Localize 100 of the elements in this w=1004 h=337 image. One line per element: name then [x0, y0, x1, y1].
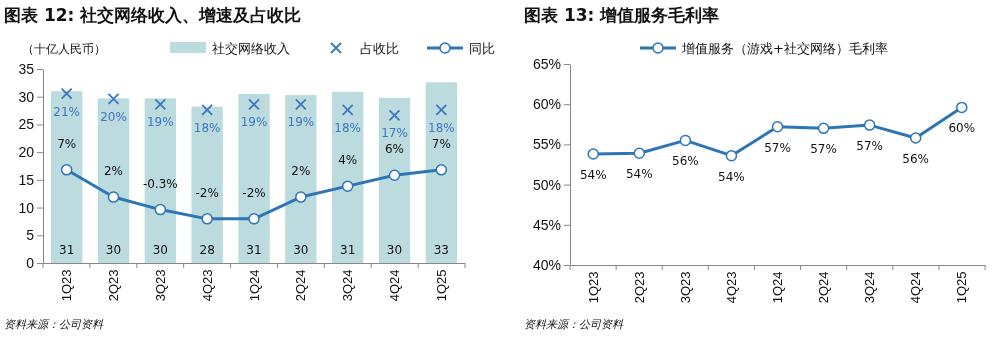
data-label: -0.3% [142, 176, 178, 191]
text: 资料来源：公司资料 [524, 318, 624, 331]
data-label: 33 [433, 243, 449, 257]
data-label: 31 [59, 243, 75, 257]
data-label: 57% [856, 139, 883, 154]
y-tick-label: 20 [18, 144, 35, 161]
data-label: 17% [381, 126, 408, 141]
data-label: 30 [386, 243, 403, 257]
data-label: 57% [810, 142, 837, 157]
point [388, 169, 401, 182]
x-tick-label: 1Q25 [954, 271, 970, 304]
y-tick-label: 0 [26, 254, 35, 271]
data-label: 30 [293, 243, 309, 257]
bar [97, 98, 130, 263]
x-tick-label: 1Q25 [433, 269, 449, 302]
x-tick-label: 2Q24 [293, 269, 309, 302]
x-tick-label: 4Q23 [199, 269, 215, 302]
data-label: 7% [431, 136, 451, 151]
x-tick-label: 1Q24 [770, 271, 786, 304]
point [633, 147, 646, 159]
data-label: 7% [57, 136, 77, 151]
point [587, 148, 600, 160]
point [863, 119, 876, 131]
data-label: 2% [103, 164, 124, 179]
data-label: 19% [287, 115, 315, 130]
x-tick-label: 1Q23 [585, 271, 601, 304]
point [60, 87, 73, 100]
legend-label: 占收比 [360, 41, 399, 56]
y-tick-label: 55% [532, 136, 561, 153]
point [154, 98, 167, 111]
data-label: 56% [902, 151, 930, 166]
point [107, 191, 120, 203]
data-label: 18% [334, 120, 362, 135]
chart-title: 图表 12: 社交网络收入、增速及占收比 [4, 5, 302, 25]
x-tick-label: 3Q24 [862, 271, 878, 304]
bar [50, 91, 83, 263]
data-label: 6% [384, 142, 405, 157]
x-tick-label: 3Q23 [152, 269, 168, 302]
data-label: -2% [195, 185, 219, 200]
y-tick-label: 65% [532, 55, 561, 72]
y-tick-label: 60% [532, 96, 561, 113]
bar [144, 98, 177, 263]
point [817, 122, 830, 135]
y-tick-label: 25 [18, 116, 35, 133]
y-tick-label: 10 [18, 199, 35, 216]
y-tick-label: 40% [532, 256, 561, 273]
point [955, 101, 968, 114]
point [248, 213, 260, 225]
text: 资料来源：公司资料 [4, 318, 104, 331]
point [201, 213, 213, 225]
point [201, 103, 214, 116]
x-tick-label: 1Q24 [246, 269, 262, 302]
point [909, 132, 922, 144]
x-tick-label: 3Q24 [340, 269, 356, 302]
point [341, 180, 354, 192]
x-tick-label: 1Q23 [59, 269, 75, 302]
point [435, 164, 448, 176]
x-tick-label: 2Q23 [631, 271, 647, 304]
legend-label: 增值服务（游戏+社交网络）毛利率 [681, 41, 888, 56]
data-label: 31 [340, 243, 356, 257]
data-label: 54% [625, 167, 653, 182]
data-label: 28 [199, 243, 215, 257]
y-tick-label: 15 [18, 171, 35, 188]
point [294, 98, 307, 111]
y-axis-title: （十亿人民币） [22, 42, 106, 56]
data-label: 31 [246, 243, 262, 257]
x-tick-label: 2Q24 [816, 271, 832, 304]
bar [191, 106, 223, 263]
data-label: 19% [240, 115, 268, 130]
y-tick-label: 5 [26, 227, 35, 244]
bar [238, 93, 270, 263]
x-tick-label: 4Q24 [908, 271, 924, 304]
y-tick-label: 35 [18, 60, 35, 77]
bar [378, 97, 411, 263]
point [295, 191, 307, 203]
y-tick-label: 50% [532, 176, 561, 193]
data-label: 18% [428, 120, 455, 135]
legend-label: 同比 [469, 41, 495, 56]
point [725, 149, 738, 162]
data-label: 2% [291, 164, 311, 179]
data-label: -2% [242, 185, 266, 200]
point [107, 93, 120, 105]
x-tick-label: 4Q24 [387, 269, 403, 302]
data-label: 18% [193, 120, 221, 135]
data-label: 19% [146, 115, 174, 130]
y-tick-label: 30 [18, 88, 35, 105]
point [679, 134, 692, 147]
y-tick-label: 45% [532, 216, 561, 233]
point [341, 103, 354, 116]
data-label: 57% [764, 140, 791, 155]
data-label: 21% [53, 104, 80, 119]
point [154, 203, 167, 216]
x-tick-label: 4Q23 [723, 271, 739, 304]
bar [285, 95, 317, 263]
chart-title: 图表 13: 增值服务毛利率 [524, 5, 720, 25]
point [435, 103, 448, 116]
data-label: 30 [105, 243, 122, 257]
point [248, 98, 260, 111]
data-label: 54% [718, 169, 745, 184]
point [388, 109, 401, 122]
